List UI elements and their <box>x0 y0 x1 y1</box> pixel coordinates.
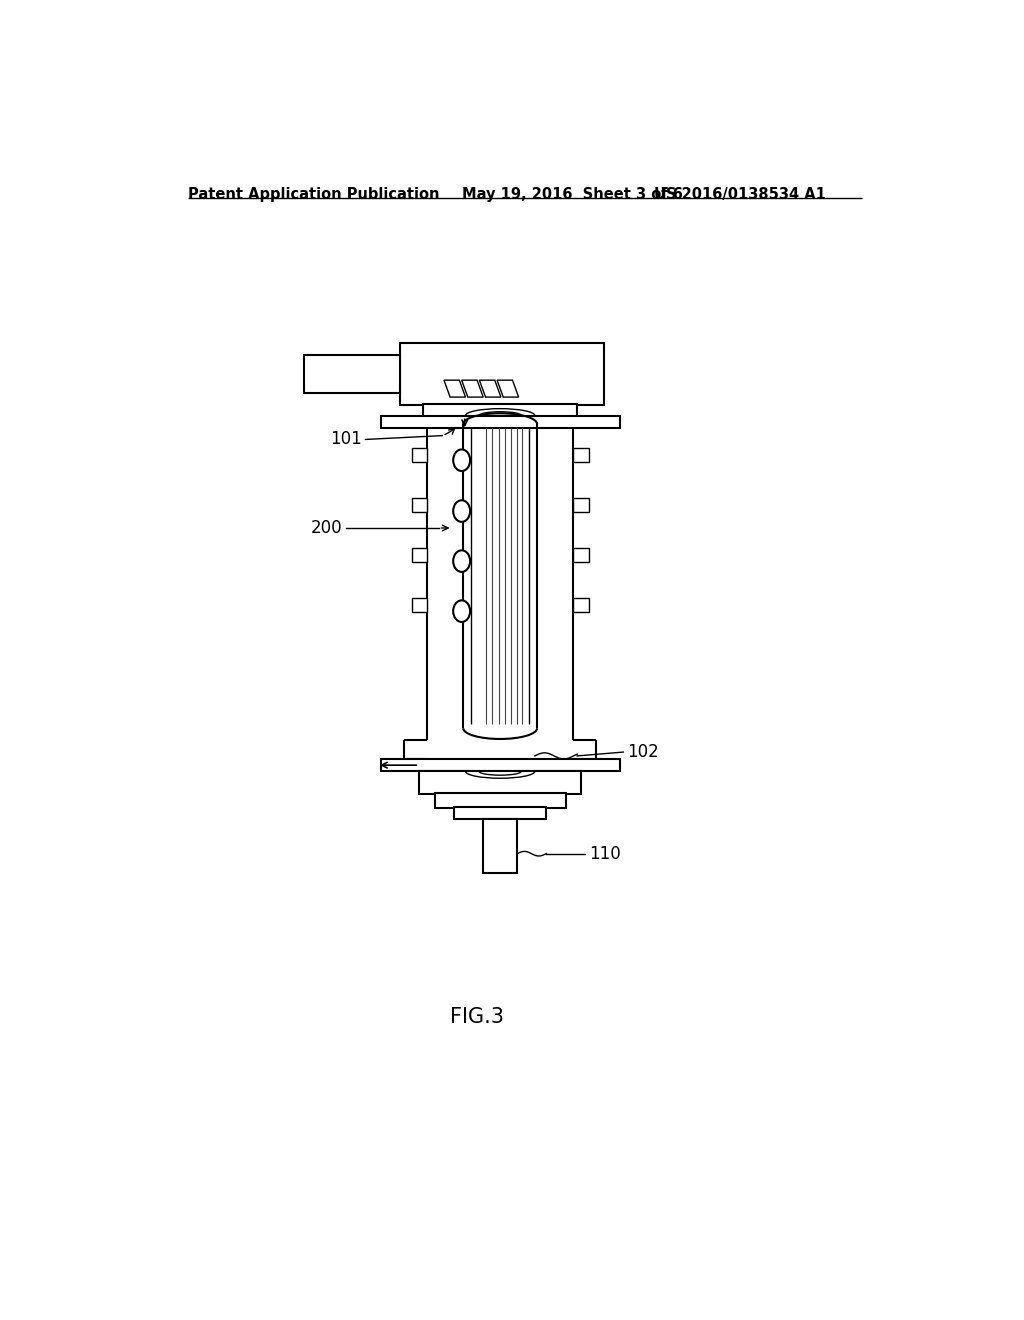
Bar <box>573 598 589 612</box>
Bar <box>381 759 620 771</box>
Ellipse shape <box>454 550 470 572</box>
Text: FIG.3: FIG.3 <box>451 1007 504 1027</box>
Polygon shape <box>479 380 501 397</box>
Text: Patent Application Publication: Patent Application Publication <box>188 187 440 202</box>
Polygon shape <box>444 380 466 397</box>
Bar <box>412 498 427 512</box>
Text: 200: 200 <box>310 519 342 537</box>
Bar <box>412 598 427 612</box>
Bar <box>435 793 565 808</box>
Text: 110: 110 <box>589 845 621 863</box>
Ellipse shape <box>454 449 470 471</box>
Bar <box>573 447 589 462</box>
Bar <box>454 807 547 818</box>
Text: 102: 102 <box>628 743 659 762</box>
Bar <box>400 343 604 405</box>
Bar <box>304 355 400 393</box>
Polygon shape <box>497 380 518 397</box>
Bar <box>381 416 620 428</box>
Bar <box>412 548 427 562</box>
Bar <box>412 447 427 462</box>
Ellipse shape <box>454 601 470 622</box>
Ellipse shape <box>454 500 470 521</box>
Bar <box>573 498 589 512</box>
Bar <box>483 818 517 873</box>
Text: 101: 101 <box>330 430 361 449</box>
Bar <box>423 404 578 418</box>
Text: May 19, 2016  Sheet 3 of 6: May 19, 2016 Sheet 3 of 6 <box>462 187 683 202</box>
Bar <box>573 548 589 562</box>
Polygon shape <box>462 380 483 397</box>
Bar <box>419 771 581 795</box>
Text: US 2016/0138534 A1: US 2016/0138534 A1 <box>654 187 826 202</box>
